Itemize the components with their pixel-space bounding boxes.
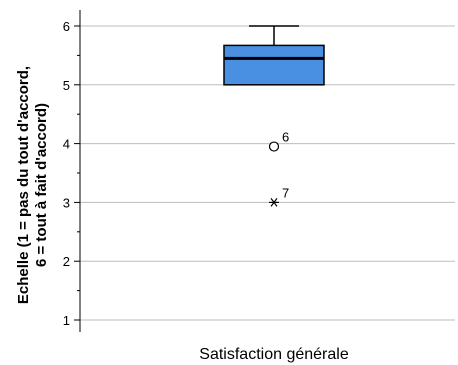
category-label: Satisfaction générale — [199, 346, 349, 363]
outlier-label-6: 6 — [282, 130, 289, 145]
y-tick-label-1: 1 — [63, 313, 70, 328]
box-iqr — [223, 44, 325, 86]
outlier-circle-marker — [268, 141, 280, 152]
outliers: 67 — [268, 130, 289, 207]
y-axis-title: Echelle (1 = pas du tout d'accord, 6 = t… — [15, 66, 50, 304]
y-axis-title-line2: 6 = tout à fait d'accord) — [33, 103, 50, 267]
y-tick-label-2: 2 — [63, 254, 70, 269]
y-tick-label-4: 4 — [63, 137, 70, 152]
y-axis-title-line1: Echelle (1 = pas du tout d'accord, — [15, 66, 32, 304]
outlier-star-marker — [269, 198, 279, 207]
y-axis: 1 2 3 4 5 6 — [63, 10, 81, 332]
y-tick-label-6: 6 — [63, 19, 70, 34]
box-group — [223, 25, 325, 86]
y-tick-label-3: 3 — [63, 195, 70, 210]
y-tick-label-5: 5 — [63, 78, 70, 93]
outlier-label-7: 7 — [282, 185, 289, 200]
